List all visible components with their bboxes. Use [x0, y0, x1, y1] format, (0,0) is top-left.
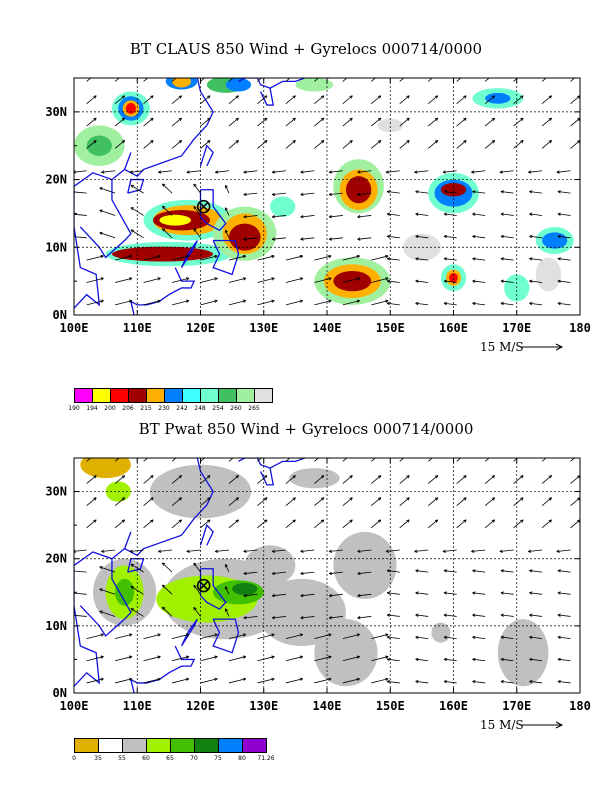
- coastlines: [74, 458, 331, 693]
- legend-swatch: [170, 738, 195, 753]
- claus-map-panel: 100E 110E 120E 130E 140E 150E 160E 170E 180 0N 10N…: [0, 60, 612, 390]
- wind-scale-arrow: [522, 721, 564, 729]
- x-tick-label: 110E: [123, 699, 152, 713]
- y-tick-label: 10N: [45, 240, 67, 254]
- legend-swatch: [92, 388, 111, 403]
- legend-swatch: [194, 738, 219, 753]
- grid: [74, 78, 580, 315]
- claus-map: 100E 110E 120E 130E 140E 150E 160E 170E 180 0N 10N…: [45, 77, 591, 354]
- legend-value: 230: [158, 405, 170, 412]
- legend-value: 60: [142, 755, 150, 762]
- legend-value: 206: [122, 405, 134, 412]
- claus-legend: 190 194 200 206 215 230 242 248 254 260 265: [68, 388, 273, 416]
- legend-swatch: [254, 388, 273, 403]
- pwat-title: BT Pwat 850 Wind + Gyrelocs 000714/0000: [138, 420, 474, 438]
- legend-value: 75: [214, 755, 222, 762]
- grid: [74, 458, 580, 693]
- y-tick-label: 20N: [45, 173, 67, 187]
- legend-swatch: [98, 738, 123, 753]
- gyre-location-marker: [196, 199, 211, 214]
- x-tick-label: 160E: [439, 321, 468, 335]
- legend-value: 65: [166, 755, 174, 762]
- y-tick-label: 0N: [53, 686, 67, 700]
- legend-swatch: [146, 388, 165, 403]
- wind-vectors: [74, 458, 580, 684]
- legend-swatch: [164, 388, 183, 403]
- x-tick-label: 130E: [249, 699, 278, 713]
- legend-value: 254: [212, 405, 224, 412]
- wind-scale-arrow: [522, 343, 564, 351]
- x-tick-label: 150E: [376, 321, 405, 335]
- pwat-map: 100E 110E 120E 130E 140E 150E 160E 170E 180 0N 10N…: [45, 457, 591, 732]
- wind-vectors: [74, 78, 580, 306]
- x-tick-label: 130E: [249, 321, 278, 335]
- x-tick-label: 140E: [313, 321, 342, 335]
- legend-swatch: [128, 388, 147, 403]
- y-tick-label: 10N: [45, 619, 67, 633]
- x-tick-label: 140E: [313, 699, 342, 713]
- y-tick-label: 30N: [45, 485, 67, 499]
- legend-swatch: [236, 388, 255, 403]
- y-tick-label: 20N: [45, 552, 67, 566]
- legend-swatch: [242, 738, 267, 753]
- legend-value: 200: [104, 405, 116, 412]
- legend-value: 0: [72, 755, 76, 762]
- x-tick-label: 120E: [186, 321, 215, 335]
- gyre-location-marker: [196, 578, 211, 593]
- x-tick-label: 100E: [60, 699, 89, 713]
- legend-value: 70: [190, 755, 198, 762]
- legend-value: 260: [230, 405, 242, 412]
- legend-value: 242: [176, 405, 188, 412]
- legend-swatch: [74, 388, 93, 403]
- field-layer: [74, 458, 580, 693]
- x-tick-label: 170E: [502, 699, 531, 713]
- legend-value: 71.26: [257, 755, 275, 762]
- y-tick-label: 30N: [45, 105, 67, 119]
- legend-value: 215: [140, 405, 152, 412]
- legend-swatch: [218, 738, 243, 753]
- legend-swatch: [182, 388, 201, 403]
- legend-value: 35: [94, 755, 102, 762]
- x-tick-label: 160E: [439, 699, 468, 713]
- legend-value: 194: [86, 405, 98, 412]
- legend-swatch: [218, 388, 237, 403]
- pwat-map-panel: 100E 110E 120E 130E 140E 150E 160E 170E 180 0N 10N…: [0, 440, 612, 750]
- x-tick-label: 150E: [376, 699, 405, 713]
- x-tick-label: 110E: [123, 321, 152, 335]
- legend-swatch: [110, 388, 129, 403]
- legend-swatch: [146, 738, 171, 753]
- pwat-legend: 0 35 55 60 65 70 75 80 71.26: [72, 738, 275, 766]
- legend-value: 265: [248, 405, 260, 412]
- legend-swatch: [74, 738, 99, 753]
- legend-value: 80: [238, 755, 246, 762]
- y-tick-label: 0N: [53, 308, 67, 322]
- legend-value: 248: [194, 405, 206, 412]
- x-tick-label: 100E: [60, 321, 89, 335]
- legend-value: 190: [68, 405, 80, 412]
- x-tick-label: 180: [569, 699, 591, 713]
- wind-scale-label: 15 M/S: [480, 340, 524, 354]
- x-tick-label: 170E: [502, 321, 531, 335]
- legend-value: 55: [118, 755, 126, 762]
- wind-scale-label: 15 M/S: [480, 718, 524, 732]
- claus-title: BT CLAUS 850 Wind + Gyrelocs 000714/0000: [129, 40, 483, 58]
- x-tick-label: 180: [569, 321, 591, 335]
- legend-swatch: [200, 388, 219, 403]
- x-tick-label: 120E: [186, 699, 215, 713]
- field-layer: [74, 78, 580, 315]
- legend-swatch: [122, 738, 147, 753]
- coastlines: [74, 78, 331, 315]
